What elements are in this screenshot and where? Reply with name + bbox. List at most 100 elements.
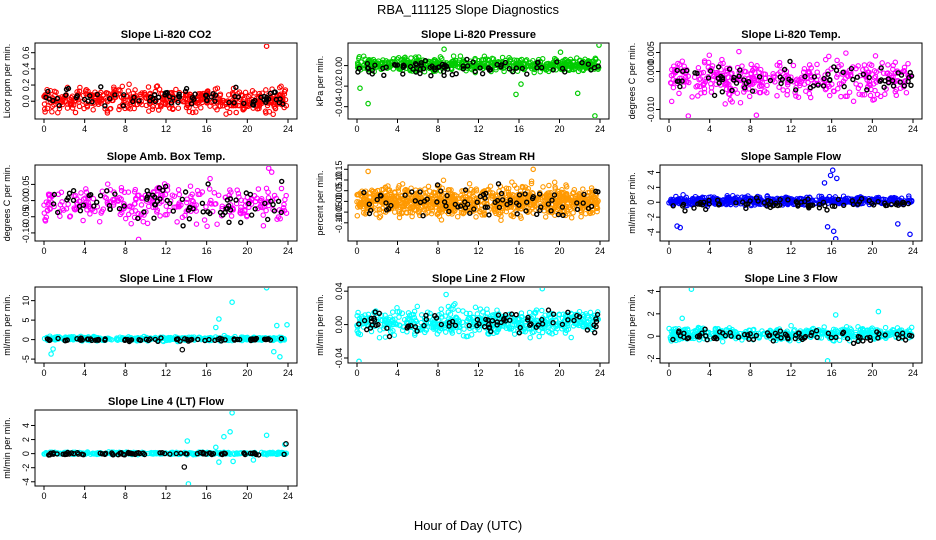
data-point: [69, 105, 76, 111]
data-point: [478, 57, 485, 63]
outlier-point: [827, 172, 834, 179]
data-point: [518, 206, 525, 212]
x-tick-label: 4: [395, 368, 400, 378]
data-point: [838, 62, 844, 68]
panel-title: Slope Li-820 CO2: [121, 29, 211, 41]
data-point: [421, 207, 428, 213]
data-point: [456, 328, 462, 335]
y-tick-label: -4: [646, 228, 656, 236]
outlier-point: [273, 322, 280, 329]
points-layer: [354, 44, 602, 118]
data-point: [153, 83, 160, 90]
data-point: [414, 328, 420, 334]
data-point: [543, 61, 550, 67]
data-point: [755, 200, 761, 207]
x-tick-label: 4: [707, 368, 712, 378]
data-point: [262, 108, 269, 115]
data-point: [523, 208, 529, 214]
x-tick-label: 0: [666, 124, 671, 134]
x-tick-label: 8: [748, 124, 753, 134]
data-point: [215, 192, 222, 199]
data-point: [389, 198, 396, 204]
y-tick-label: 0.00: [334, 316, 344, 334]
data-point: [556, 197, 563, 204]
data-point: [396, 322, 403, 328]
data-point: [495, 312, 502, 318]
data-point: [469, 190, 475, 196]
data-point: [485, 321, 492, 328]
data-point: [187, 183, 194, 189]
x-tick-label: 16: [827, 124, 837, 134]
data-point: [408, 323, 414, 329]
data-point: [691, 205, 697, 211]
data-point: [522, 191, 528, 197]
data-point: [405, 59, 411, 66]
data-point: [122, 215, 129, 222]
data-point: [434, 182, 441, 188]
data-point: [845, 73, 851, 80]
data-point: [552, 202, 559, 208]
data-point: [450, 53, 457, 59]
data-point: [695, 65, 702, 71]
data-point: [70, 187, 77, 194]
series-2: [50, 178, 285, 229]
outlier-point: [753, 112, 760, 118]
data-point: [882, 324, 889, 331]
data-point: [395, 188, 402, 194]
data-point: [888, 201, 895, 208]
x-tick-label: 8: [123, 368, 128, 378]
data-point: [893, 92, 900, 99]
data-point: [235, 190, 242, 197]
data-point: [238, 204, 244, 211]
data-point: [534, 211, 540, 218]
data-point: [680, 68, 686, 74]
data-point: [559, 65, 566, 72]
points-layer: [354, 288, 602, 362]
outlier-point: [241, 105, 248, 112]
data-point: [776, 59, 783, 66]
data-point: [354, 213, 361, 219]
data-point: [588, 192, 595, 198]
data-point: [771, 73, 777, 79]
data-point: [440, 205, 446, 212]
x-tick-label: 16: [827, 246, 837, 256]
data-point: [429, 63, 435, 69]
data-point: [870, 97, 876, 103]
data-point: [885, 62, 891, 68]
data-point: [366, 210, 373, 217]
data-point: [186, 216, 193, 222]
y-tick-label: 0.00: [334, 57, 344, 75]
data-point: [98, 210, 104, 216]
data-point: [175, 99, 181, 106]
y-tick-label: -0.10: [334, 213, 344, 234]
data-point: [375, 188, 381, 194]
data-point: [203, 97, 210, 103]
data-point: [195, 336, 201, 343]
data-point: [473, 188, 480, 194]
y-tick-label: 0.6: [21, 46, 31, 59]
data-point: [752, 88, 758, 94]
data-point: [237, 209, 243, 216]
data-point: [771, 202, 777, 208]
data-point: [81, 96, 88, 103]
data-point: [793, 93, 799, 99]
data-point: [417, 70, 423, 77]
data-point: [376, 214, 383, 221]
data-point: [222, 337, 228, 343]
data-point: [527, 334, 533, 341]
data-point: [226, 219, 232, 226]
data-point: [411, 314, 418, 321]
data-point: [742, 85, 748, 91]
data-point: [224, 104, 230, 111]
data-point: [559, 321, 566, 328]
data-point: [175, 105, 182, 111]
data-point: [489, 318, 496, 324]
data-point: [757, 66, 764, 73]
data-point: [841, 202, 847, 209]
data-point: [46, 200, 52, 206]
data-point: [359, 313, 365, 320]
data-point: [724, 81, 730, 87]
data-point: [54, 95, 60, 102]
data-point: [150, 96, 156, 102]
